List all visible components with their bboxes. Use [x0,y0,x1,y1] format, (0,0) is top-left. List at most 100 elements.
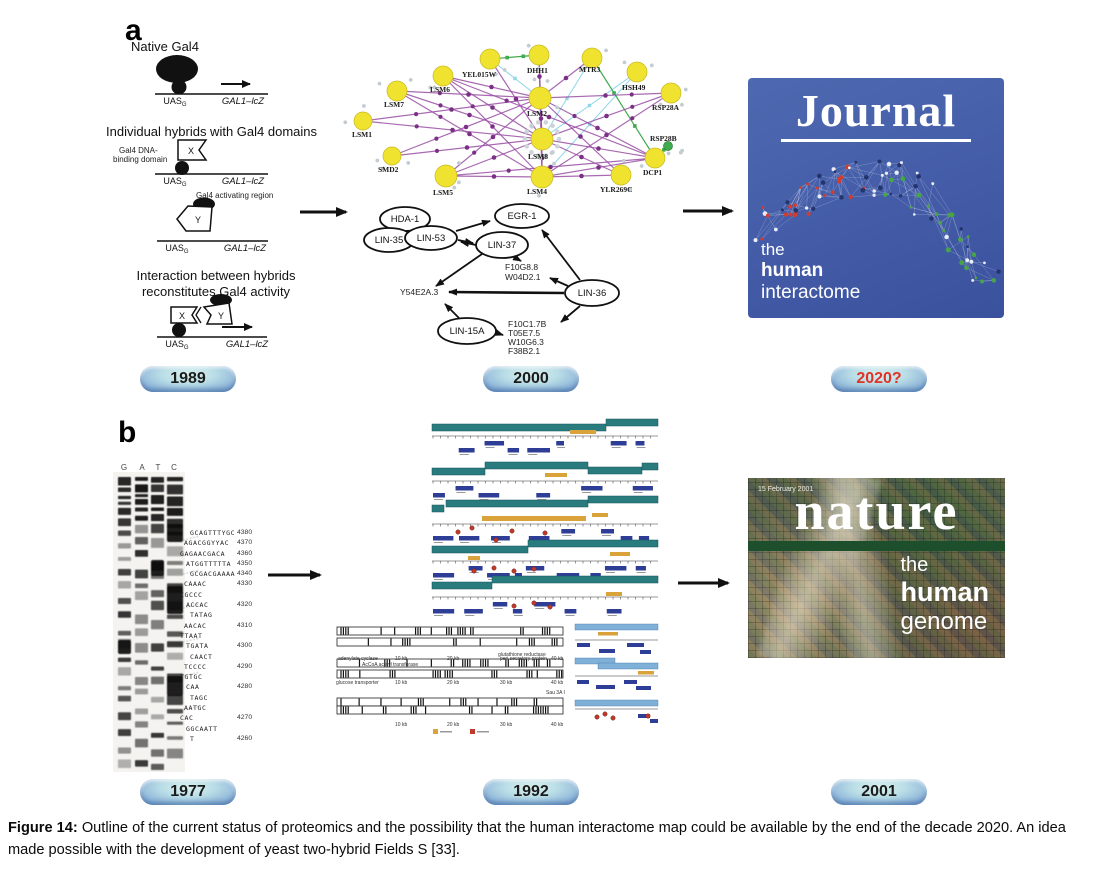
gel-readout-row: GGCAATT [186,724,218,733]
journal-rule [781,139,971,142]
gel-readout-row: AATGC [184,704,207,713]
gel-bands [118,477,201,771]
gel-readout-row: CAACT [190,652,213,661]
gel-readout: GCAGTTTYGC 4380 AGACGGYYAC 4370 GAGAACGACA 43… [179,529,289,745]
interaction-title-1: Interaction between hybrids [137,268,296,283]
gel-readout-row: CAC 4270 [180,714,253,723]
badge-1977: 1977 [140,779,236,805]
genome-map: adenylate cyclase AcCoA acetyl transfera… [336,418,659,734]
gel-readout-row: TAGC [190,693,209,702]
map-scale-label: 20 kb [447,656,459,662]
lane-label-g: G [121,463,127,472]
map-scale-label: 10 kb [395,656,407,662]
panel-a-label: a [125,14,142,47]
node-label: MTR3 [579,65,600,74]
gel-readout-row: CAAAC 4330 [184,580,253,589]
node-label: YLR269C [600,185,633,194]
gel-readout-row: ATGGTTTTTA 4350 [186,559,253,568]
gene-oval-label: HDA-1 [391,214,420,225]
dbd-caption-1: Gal4 DNA- [119,146,158,155]
map-gene-label: adenylate cyclase [338,656,378,662]
gel-readout-row: GCAGTTTYGC 4380 [190,529,253,537]
map-scale-label: 20 kb [447,722,459,728]
map-gene-label: glutathione reductase [498,652,546,658]
svg-text:X: X [179,311,185,321]
node-label: LSM2 [527,109,547,118]
gene-oval-label: EGR-1 [507,211,536,222]
figure-caption-text: Outline of the current status of proteom… [8,820,1066,858]
gene-text: Y54E2A.3 [400,287,439,297]
gal1-lacz-label: GAL1–lcZ [222,96,265,107]
panel-b-label: b [118,416,137,449]
node-label: LSM4 [527,187,547,196]
gel-readout-row: GCGACGAAAA 4340 [190,570,253,579]
gal4-schematic: Native Gal4 UASG GAL1–lcZ Individual hyb… [106,39,317,351]
activating-caption: Gal4 activating region [196,191,273,200]
node-label: LSM8 [528,152,548,161]
figure-caption: Figure 14: Outline of the current status… [8,818,1104,862]
gene-text: W10G6.3 [508,337,544,347]
journal-cover: Journal the human interactome [748,78,1004,318]
gal4-dbd-icon [171,79,187,95]
gene-oval-label: LIN-35 [375,235,404,246]
node-label: LSM5 [433,188,453,197]
map-scale-label: 20 kb [447,680,459,686]
gel-readout-row: GAGAACGACA 4360 [180,549,253,558]
svg-text:GAL1–lcZ: GAL1–lcZ [224,243,267,254]
lane-label-a: A [139,463,145,472]
gene-oval-label: LIN-36 [578,288,607,299]
node-label: HSH49 [622,83,646,92]
gene-oval-label: LIN-15A [450,326,486,337]
nature-subtitle: the human genome [900,554,989,635]
node-label: SMD2 [378,165,399,174]
svg-text:X: X [188,146,194,156]
journal-subtitle: the human interactome [761,240,861,303]
nature-date: 15 February 2001 [758,486,814,493]
svg-text:Y: Y [218,311,224,321]
genome-map-art [336,418,659,734]
node-label: RSP28B [650,134,677,143]
gel-readout-row: AACAC 4310 [184,621,253,630]
network-edges [343,43,688,198]
svg-text:UASG: UASG [163,176,187,188]
yeast-network: LSM1 LSM7 LSM6 YEL015W DHH1 MTR3 HSH49 R… [343,43,688,198]
worm-ovals [363,203,620,345]
gel-readout-row: ACCAC 4320 [186,601,253,610]
sequencing-gel: G A T C [113,463,201,772]
worm-network: HDA-1 LIN-35 LIN-53 EGR-1 LIN-37 LIN-36 … [363,203,620,356]
map-scale-label: 30 kb [500,722,512,728]
svg-text:GAL1–lcZ: GAL1–lcZ [222,176,265,187]
gene-text: F10C1.7B [508,319,547,329]
badge-2000: 2000 [483,366,579,392]
map-scale-label: 40 kb [551,722,563,728]
node-label: DHH1 [527,66,548,75]
gel-readout-row: AGACGGYYAC 4370 [184,539,253,548]
node-label: LSM6 [430,85,450,94]
figure-caption-label: Figure 14: [8,820,78,836]
node-label: RSP28A [652,103,680,112]
svg-text:UASG: UASG [165,339,189,351]
nature-cover: 15 February 2001 nature the human genome [748,478,1005,658]
protein-y-icon [176,205,213,232]
badge-2020: 2020? [831,366,927,392]
gene-text: F10G8.8 [505,262,538,272]
badge-1992: 1992 [483,779,579,805]
map-gene-label: AcCoA acetyl transferase [362,662,418,668]
node-label: LSM1 [352,130,372,139]
map-gene-label: glucose transporter [336,680,379,686]
map-scale-label: 30 kb [500,680,512,686]
map-scale-label: 40 kb [551,680,563,686]
interactome-art [753,159,1001,284]
map-scale-label: 10 kb [395,680,407,686]
dbd-caption-2: binding domain [113,155,167,164]
map-gene-label: peri secretory protein [500,656,547,662]
gene-oval-label: LIN-37 [488,240,517,251]
gel-readout-row: TCCCC 4290 [184,662,253,671]
gel-readout-row: T 4260 [190,734,253,743]
gel-readout-row: TGATA 4300 [186,642,253,651]
gel-readout-row: TTAAT [180,631,203,640]
nature-green-band [748,541,1005,551]
gene-text: F38B2.1 [508,346,540,356]
